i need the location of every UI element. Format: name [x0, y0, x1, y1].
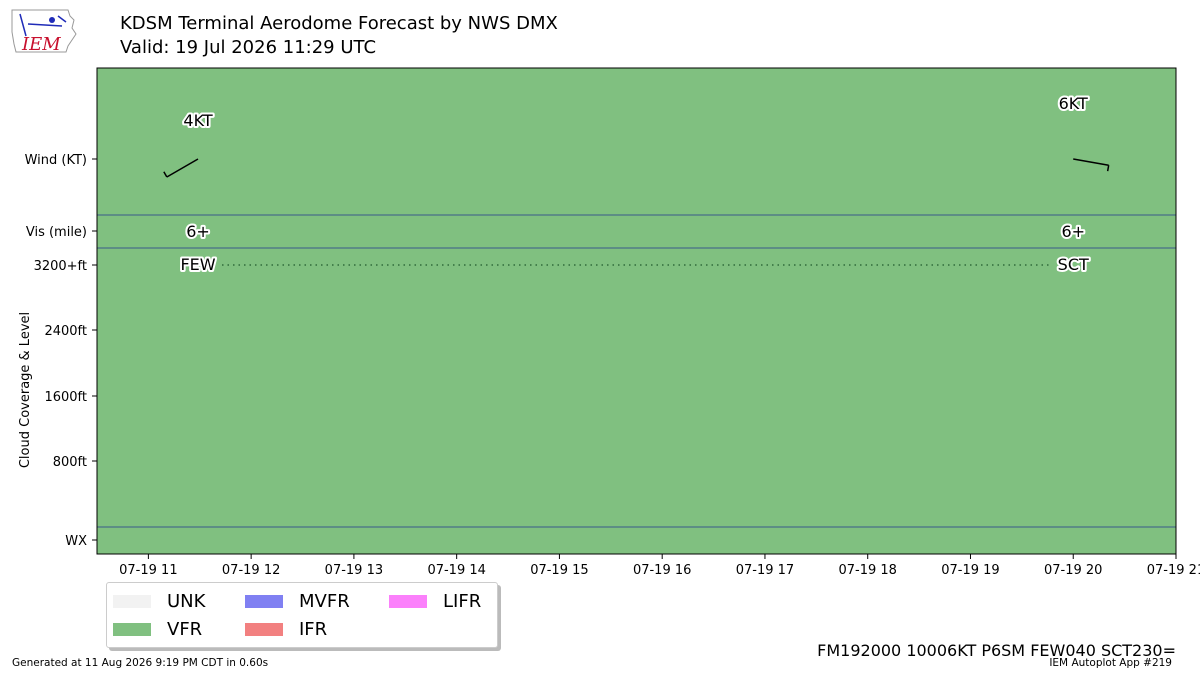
x-tick-label: 07-19 19: [941, 563, 999, 578]
y-tick-label: Wind (KT): [25, 153, 87, 168]
legend-item: LIFR: [389, 591, 481, 612]
forecast-marks: 4KT 6+ FEW 6KT 6+ SCT: [163, 92, 1110, 276]
x-tick-label: 07-19 16: [633, 563, 691, 578]
iem-iowa-logo-icon: IEM: [11, 9, 77, 55]
visibility-label: 6+: [1061, 222, 1085, 241]
cloud-coverage-label: FEW: [180, 255, 215, 274]
legend-swatch: [113, 623, 151, 636]
y-tick-label: 3200+ft: [34, 259, 87, 274]
x-axis: 07-19 11 07-19 12 07-19 13 07-19 14 07-19 15…: [119, 554, 1200, 578]
legend-label: UNK: [167, 591, 206, 612]
plot-background: [97, 68, 1176, 554]
legend-item: MVFR: [245, 591, 350, 612]
legend-label: IFR: [299, 619, 328, 640]
wind-barb: [1073, 158, 1109, 166]
y-tick-label: Vis (mile): [26, 225, 87, 240]
taf-raw-text: FM192000 10006KT P6SM FEW040 SCT230=: [817, 641, 1176, 660]
legend-label: LIFR: [443, 591, 482, 612]
legend-item: VFR: [113, 619, 202, 640]
x-tick-label: 07-19 21: [1147, 563, 1200, 578]
visibility-label: 6+: [186, 222, 210, 241]
x-tick-label: 07-19 12: [222, 563, 280, 578]
x-tick-label: 07-19 13: [325, 563, 383, 578]
row-separators: [97, 214, 1176, 528]
y-tick-label: WX: [65, 534, 87, 549]
y-tick-label: 1600ft: [44, 390, 87, 405]
x-tick-label: 07-19 15: [530, 563, 588, 578]
generated-note: Generated at 11 Aug 2026 9:19 PM CDT in …: [12, 657, 269, 669]
legend-swatch: [245, 595, 283, 608]
legend-swatch: [113, 595, 151, 608]
x-tick-label: 07-19 17: [736, 563, 794, 578]
logo-text: IEM: [21, 34, 61, 55]
x-tick-label: 07-19 14: [427, 563, 485, 578]
x-tick-label: 07-19 20: [1044, 563, 1102, 578]
legend-label: VFR: [167, 619, 203, 640]
legend-item: IFR: [245, 619, 327, 640]
y-axis: Wind (KT) Vis (mile) 3200+ft 2400ft 1600ft 80…: [25, 153, 97, 549]
y-tick-label: 800ft: [53, 455, 87, 470]
wind-speed-label: 6KT: [1059, 94, 1088, 113]
y-tick-label: 2400ft: [44, 324, 87, 339]
legend-item: UNK: [113, 591, 205, 612]
legend: UNK VFR MVFR IFR LIFR: [106, 582, 498, 648]
chart-title: KDSM Terminal Aerodome Forecast by NWS D…: [120, 13, 558, 34]
legend-swatch: [245, 623, 283, 636]
wind-speed-label: 4KT: [183, 111, 212, 130]
x-tick-label: 07-19 18: [838, 563, 896, 578]
app-note: IEM Autoplot App #219: [1049, 657, 1172, 669]
y-axis-label: Cloud Coverage & Level: [18, 312, 33, 468]
wind-barb: [166, 158, 199, 178]
plot-frame: [96, 67, 1177, 555]
wind-barb-flag: [1106, 165, 1110, 172]
chart-subtitle: Valid: 19 Jul 2026 11:29 UTC: [120, 37, 377, 58]
wind-barb-flag: [163, 171, 168, 178]
legend-label: MVFR: [299, 591, 350, 612]
legend-swatch: [389, 595, 427, 608]
x-tick-label: 07-19 11: [119, 563, 177, 578]
iem-logo: IEM: [8, 6, 80, 60]
cloud-coverage-label: SCT: [1058, 255, 1089, 274]
